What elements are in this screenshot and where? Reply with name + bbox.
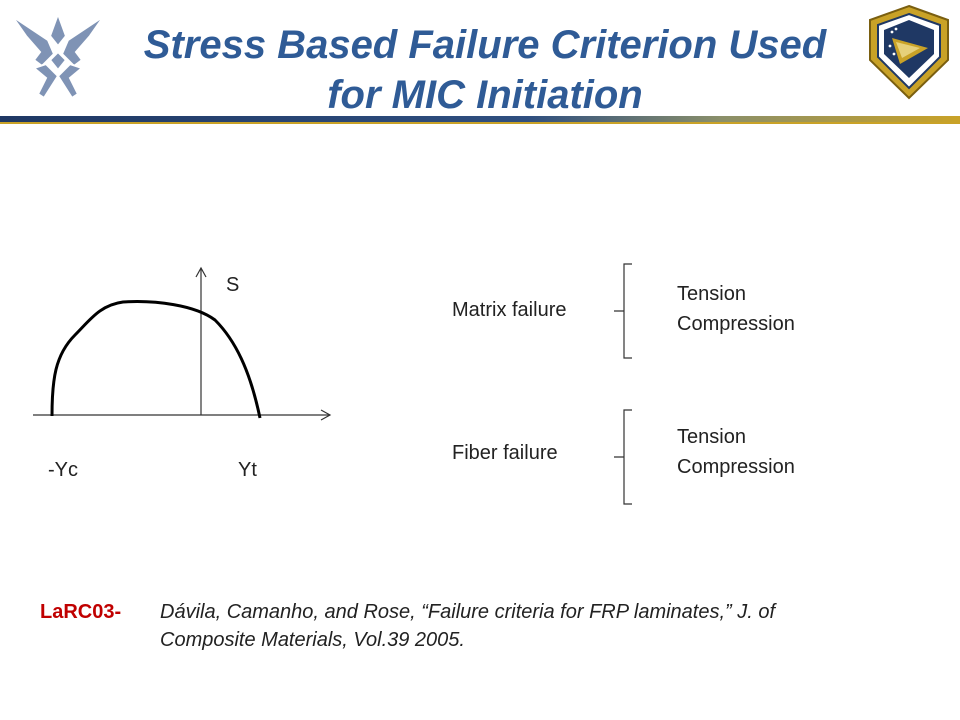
y-axis-label: S xyxy=(226,274,240,296)
x-negative-label: -Yc xyxy=(48,459,78,481)
fiber-failure-bracket xyxy=(614,409,632,505)
fiber-failure-label: Fiber failure xyxy=(452,442,558,464)
air-force-research-laboratory-seal xyxy=(862,2,956,107)
matrix-failure-label: Matrix failure xyxy=(452,299,567,321)
page-title: Stress Based Failure Criterion Used for … xyxy=(110,20,860,120)
y-axis-arrowhead xyxy=(195,266,207,278)
reference-line-2: Composite Materials, Vol.39 2005. xyxy=(160,629,465,651)
x-positive-label: Yt xyxy=(238,459,257,481)
matrix-tension-label: Tension xyxy=(677,283,746,305)
header-rule xyxy=(0,116,960,124)
air-force-wings-logo xyxy=(8,6,108,107)
matrix-compression-label: Compression xyxy=(677,313,795,335)
matrix-failure-bracket xyxy=(614,263,632,359)
fiber-tension-label: Tension xyxy=(677,426,746,448)
fiber-compression-label: Compression xyxy=(677,456,795,478)
x-axis-arrowhead xyxy=(320,409,332,421)
failure-envelope-diagram xyxy=(33,266,332,421)
reference-line-1: Dávila, Camanho, and Rose, “Failure crit… xyxy=(160,601,776,623)
title-line-2: for MIC Initiation xyxy=(327,73,643,117)
title-line-1: Stress Based Failure Criterion Used xyxy=(143,23,827,67)
failure-envelope-curve xyxy=(50,300,262,419)
reference-key: LaRC03- xyxy=(40,601,122,623)
